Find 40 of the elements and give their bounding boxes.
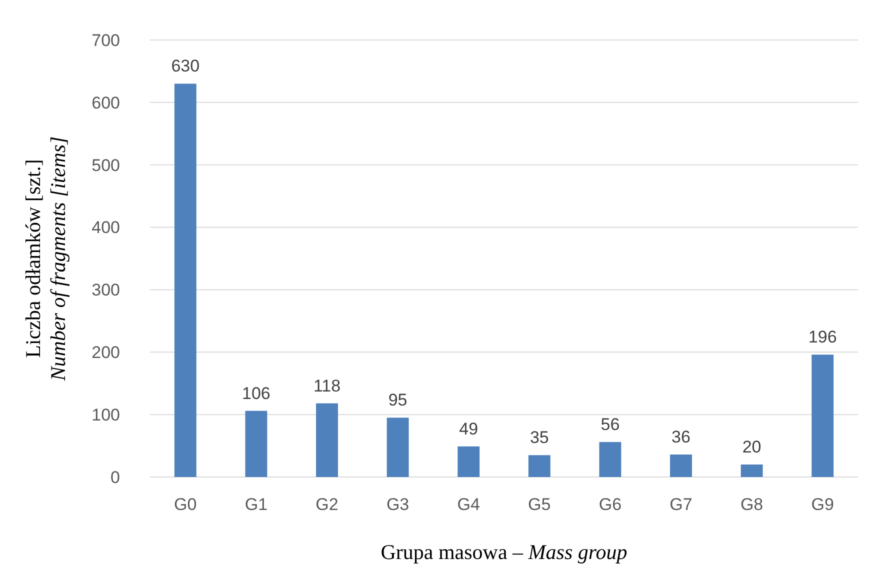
x-tick-label: G1 — [244, 495, 268, 514]
bar — [316, 403, 338, 477]
y-tick-label: 100 — [92, 406, 120, 425]
bar — [599, 442, 622, 477]
x-tick-label: G9 — [811, 495, 834, 514]
bar — [670, 454, 692, 477]
data-label: 49 — [459, 419, 478, 438]
x-tick-label: G7 — [670, 495, 692, 514]
bar — [386, 418, 409, 477]
y-tick-label: 300 — [92, 280, 120, 300]
x-tick-label: G4 — [457, 495, 480, 514]
x-tick-label: G6 — [598, 495, 622, 514]
bar — [528, 455, 550, 477]
data-label: 36 — [672, 428, 690, 447]
y-tick-label: 700 — [92, 30, 120, 50]
y-tick-label: 600 — [92, 93, 120, 112]
y-tick-label: 500 — [92, 156, 120, 175]
y-tick-label: 0 — [110, 468, 120, 487]
x-tick-label: G8 — [740, 495, 764, 514]
x-tick-label: G5 — [528, 495, 551, 514]
data-label: 20 — [742, 438, 762, 457]
bar — [812, 354, 834, 477]
bar — [245, 410, 268, 477]
x-tick-label: G2 — [316, 495, 338, 514]
x-axis-title: Grupa masowa – Mass group — [380, 540, 628, 564]
x-tick-label: G0 — [174, 495, 197, 514]
bar — [458, 446, 480, 477]
data-label: 35 — [530, 428, 549, 448]
x-tick-label: G3 — [386, 495, 410, 514]
bar — [174, 84, 196, 477]
data-label: 196 — [808, 328, 837, 347]
bar — [740, 464, 763, 477]
data-label: 630 — [171, 56, 200, 76]
y-tick-label: 400 — [92, 218, 120, 238]
y-tick-label: 200 — [92, 343, 120, 362]
data-label: 95 — [388, 390, 408, 410]
y-axis-title: Liczba odłamków [szt.] Number of fragments [items] — [21, 136, 70, 382]
data-label: 118 — [313, 376, 341, 396]
data-label: 106 — [242, 384, 270, 403]
data-label: 56 — [600, 415, 620, 434]
